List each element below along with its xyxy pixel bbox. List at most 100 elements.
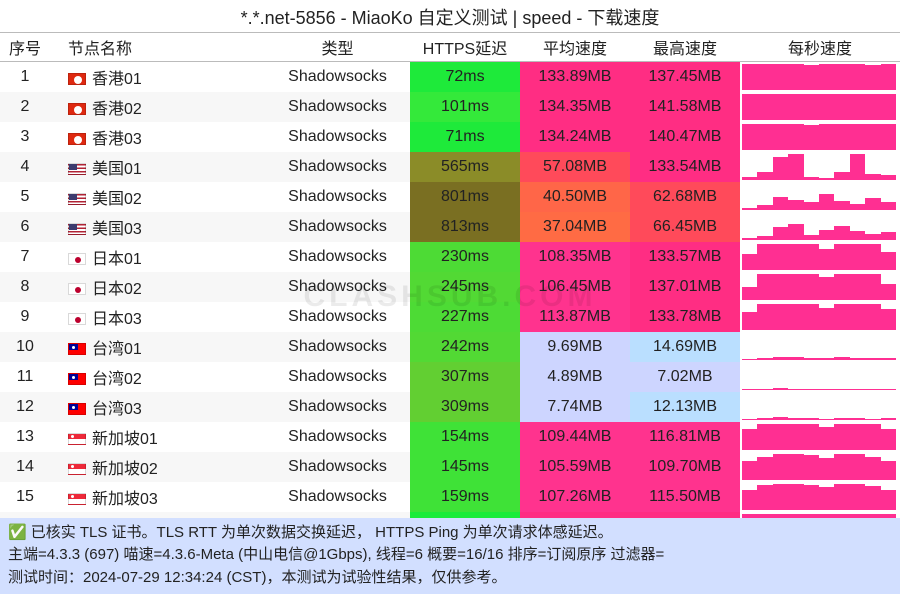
cell-max-speed: 137.01MB	[630, 272, 740, 302]
table-row: 5美国02Shadowsocks801ms40.50MB62.68MB	[0, 182, 900, 212]
cell-persec-chart	[740, 332, 900, 362]
sparkline-bars	[742, 454, 896, 480]
page-title: *.*.net-5856 - MiaoKo 自定义测试 | speed - 下载…	[0, 0, 900, 32]
cell-type: Shadowsocks	[265, 392, 410, 422]
cell-persec-chart	[740, 92, 900, 122]
node-name-text: 美国01	[92, 161, 142, 178]
sparkline-bars	[742, 334, 896, 360]
sparkline-bars	[742, 484, 896, 510]
header-name: 节点名称	[50, 33, 265, 62]
cell-avg-speed: 40.50MB	[520, 182, 630, 212]
cell-type: Shadowsocks	[265, 272, 410, 302]
table-row: 2香港02Shadowsocks101ms134.35MB141.58MB	[0, 92, 900, 122]
cell-persec-chart	[740, 242, 900, 272]
sg-flag-icon	[68, 433, 86, 445]
node-name-text: 台湾02	[92, 371, 142, 388]
us-flag-icon	[68, 163, 86, 175]
table-row: 3香港03Shadowsocks71ms134.24MB140.47MB	[0, 122, 900, 152]
cell-latency: 309ms	[410, 392, 520, 422]
header-avg: 平均速度	[520, 33, 630, 62]
cell-type: Shadowsocks	[265, 242, 410, 272]
jp-flag-icon	[68, 253, 86, 265]
cell-persec-chart	[740, 452, 900, 482]
cell-max-speed: 140.47MB	[630, 122, 740, 152]
table-row: 15新加坡03Shadowsocks159ms107.26MB115.50MB	[0, 482, 900, 512]
us-flag-icon	[68, 223, 86, 235]
cell-seq: 15	[0, 482, 50, 512]
cell-max-speed: 133.78MB	[630, 302, 740, 332]
cell-seq: 2	[0, 92, 50, 122]
cell-node-name: 新加坡02	[50, 452, 265, 482]
cell-type: Shadowsocks	[265, 362, 410, 392]
cell-avg-speed: 134.35MB	[520, 92, 630, 122]
cell-max-speed: 133.54MB	[630, 152, 740, 182]
cell-seq: 4	[0, 152, 50, 182]
cell-node-name: 美国01	[50, 152, 265, 182]
cell-avg-speed: 109.44MB	[520, 422, 630, 452]
tw-flag-icon	[68, 403, 86, 415]
cell-seq: 1	[0, 62, 50, 93]
cell-max-speed: 133.57MB	[630, 242, 740, 272]
cell-avg-speed: 7.74MB	[520, 392, 630, 422]
cell-latency: 72ms	[410, 62, 520, 93]
cell-latency: 565ms	[410, 152, 520, 182]
footer-line-1-text: 已核实 TLS 证书。TLS RTT 为单次数据交换延迟， HTTPS Ping…	[31, 524, 613, 541]
sparkline-bars	[742, 364, 896, 390]
table-row: 7日本01Shadowsocks230ms108.35MB133.57MB	[0, 242, 900, 272]
node-name-text: 香港03	[92, 131, 142, 148]
table-row: 1香港01Shadowsocks72ms133.89MB137.45MB	[0, 62, 900, 93]
cell-node-name: 新加坡03	[50, 482, 265, 512]
node-name-text: 新加坡01	[92, 431, 158, 448]
node-name-text: 日本03	[92, 311, 142, 328]
cell-avg-speed: 134.24MB	[520, 122, 630, 152]
cell-avg-speed: 108.35MB	[520, 242, 630, 272]
cell-node-name: 日本02	[50, 272, 265, 302]
check-icon: ✅	[8, 524, 27, 541]
sparkline-bars	[742, 154, 896, 180]
cell-node-name: 香港01	[50, 62, 265, 93]
node-name-text: 美国02	[92, 191, 142, 208]
us-flag-icon	[68, 193, 86, 205]
cell-persec-chart	[740, 392, 900, 422]
cell-seq: 6	[0, 212, 50, 242]
table-row: 14新加坡02Shadowsocks145ms105.59MB109.70MB	[0, 452, 900, 482]
tw-flag-icon	[68, 343, 86, 355]
header-type: 类型	[265, 33, 410, 62]
cell-type: Shadowsocks	[265, 182, 410, 212]
cell-max-speed: 66.45MB	[630, 212, 740, 242]
cell-type: Shadowsocks	[265, 152, 410, 182]
cell-type: Shadowsocks	[265, 452, 410, 482]
cell-latency: 230ms	[410, 242, 520, 272]
cell-seq: 7	[0, 242, 50, 272]
table-row: 10台湾01Shadowsocks242ms9.69MB14.69MB	[0, 332, 900, 362]
table-row: 13新加坡01Shadowsocks154ms109.44MB116.81MB	[0, 422, 900, 452]
sparkline-bars	[742, 124, 896, 150]
cell-persec-chart	[740, 212, 900, 242]
cell-node-name: 美国02	[50, 182, 265, 212]
cell-latency: 242ms	[410, 332, 520, 362]
sparkline-bars	[742, 304, 896, 330]
sg-flag-icon	[68, 463, 86, 475]
cell-seq: 10	[0, 332, 50, 362]
cell-node-name: 台湾01	[50, 332, 265, 362]
cell-node-name: 香港03	[50, 122, 265, 152]
cell-type: Shadowsocks	[265, 422, 410, 452]
sparkline-bars	[742, 274, 896, 300]
node-name-text: 香港02	[92, 101, 142, 118]
cell-type: Shadowsocks	[265, 332, 410, 362]
table-row: 6美国03Shadowsocks813ms37.04MB66.45MB	[0, 212, 900, 242]
node-name-text: 美国03	[92, 221, 142, 238]
hk-flag-icon	[68, 133, 86, 145]
cell-avg-speed: 37.04MB	[520, 212, 630, 242]
node-name-text: 台湾03	[92, 401, 142, 418]
sparkline-bars	[742, 214, 896, 240]
speed-test-report: *.*.net-5856 - MiaoKo 自定义测试 | speed - 下载…	[0, 0, 900, 594]
cell-avg-speed: 105.59MB	[520, 452, 630, 482]
cell-max-speed: 109.70MB	[630, 452, 740, 482]
footer: ✅已核实 TLS 证书。TLS RTT 为单次数据交换延迟， HTTPS Pin…	[0, 518, 900, 594]
cell-max-speed: 137.45MB	[630, 62, 740, 93]
node-name-text: 台湾01	[92, 341, 142, 358]
node-name-text: 香港01	[92, 71, 142, 88]
cell-node-name: 美国03	[50, 212, 265, 242]
cell-seq: 13	[0, 422, 50, 452]
